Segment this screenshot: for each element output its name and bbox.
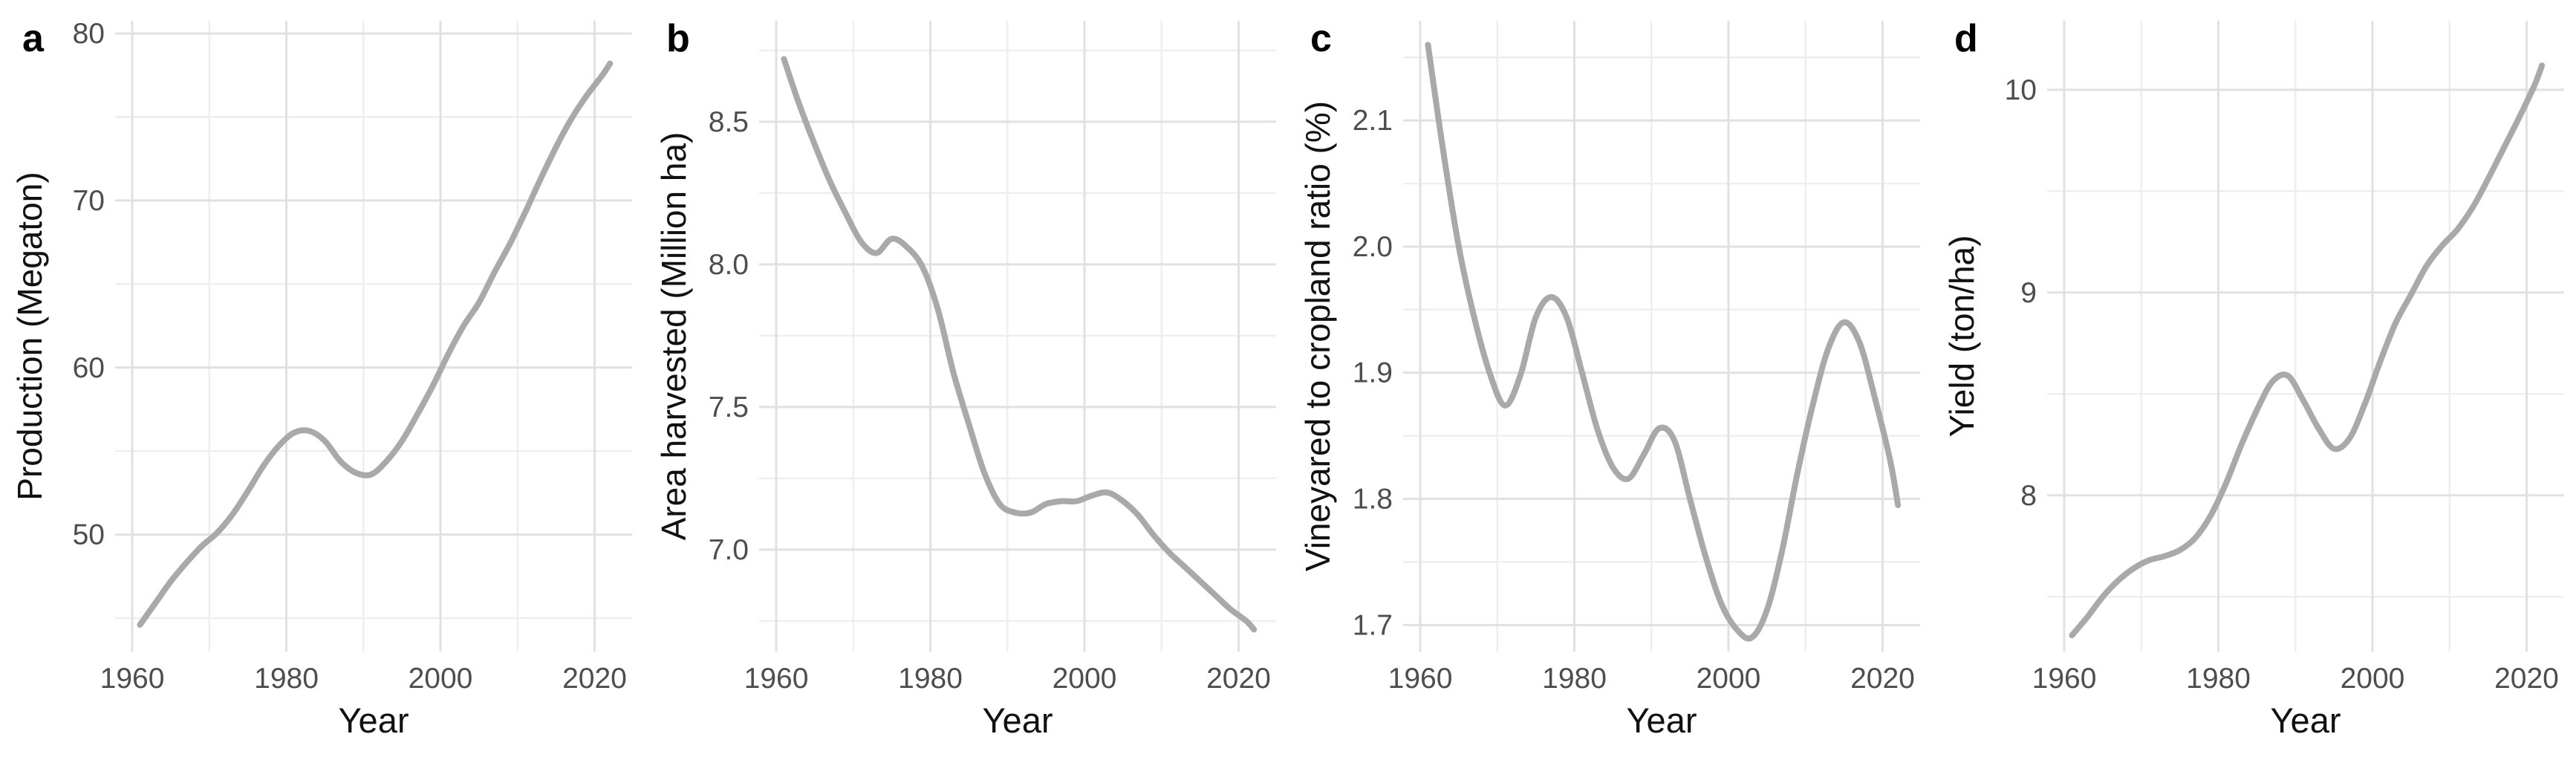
- y-tick-label: 70: [73, 185, 105, 217]
- panel-a-production: a Production (Megaton) 1960 1980 2000 2020 5…: [0, 0, 644, 757]
- x-tick-label: 2020: [2494, 663, 2559, 695]
- panel-b-area-harvested: b Area harvested (Million ha) 1960 1980 20…: [644, 0, 1288, 757]
- x-tick-label: 1980: [2186, 663, 2251, 695]
- y-tick-label: 9: [2020, 277, 2037, 309]
- y-tick-label: 2.1: [1353, 105, 1393, 137]
- y-tick-label: 7.5: [709, 392, 749, 423]
- panel-letter-b: b: [666, 17, 690, 60]
- trend-curve: [2069, 62, 2546, 639]
- x-tick-label: 2000: [1697, 663, 1761, 695]
- trend-curve: [781, 56, 1258, 633]
- x-tick-label: 1980: [898, 663, 963, 695]
- y-tick-label: 1.9: [1353, 357, 1393, 389]
- x-tick-label: 2020: [562, 663, 627, 695]
- trend-curve: [1425, 42, 1902, 642]
- x-tick-label: 1980: [254, 663, 319, 695]
- x-tick-label: 2000: [1053, 663, 1117, 695]
- x-axis-title: Year: [982, 701, 1053, 740]
- x-tick-label: 1960: [2032, 663, 2097, 695]
- plot-area-svg: 1960 1980 2000 2020 7.0 7.5 8.0 8.5: [709, 21, 1276, 695]
- plot-area-svg: 1960 1980 2000 2020 1.7 1.8 1.9 2.0 2.1: [1353, 21, 1920, 695]
- y-tick-label: 1.8: [1353, 484, 1393, 516]
- x-tick-label: 2020: [1206, 663, 1271, 695]
- panel-d-yield: d Yield (ton/ha) 1960 1980 2000 2020 8 9 10 Ye…: [1932, 0, 2576, 757]
- x-tick-label: 2000: [409, 663, 473, 695]
- y-tick-label: 1.7: [1353, 609, 1393, 641]
- y-tick-label: 7.0: [709, 534, 749, 566]
- y-tick-label: 8.5: [709, 106, 749, 138]
- plot-area-svg: 1960 1980 2000 2020 8 9 10: [2005, 21, 2564, 695]
- x-axis-title: Year: [338, 701, 409, 740]
- x-tick-label: 1980: [1542, 663, 1607, 695]
- x-tick-label: 1960: [744, 663, 809, 695]
- y-tick-label: 8.0: [709, 249, 749, 281]
- panel-c-vineyard-ratio: c Vineyared to cropland ratio (%) 1960 19…: [1288, 0, 1932, 757]
- y-tick-label: 60: [73, 352, 105, 384]
- x-tick-label: 1960: [100, 663, 165, 695]
- y-tick-label: 8: [2020, 480, 2037, 512]
- x-tick-label: 1960: [1388, 663, 1453, 695]
- x-axis-title: Year: [1626, 701, 1697, 740]
- y-tick-label: 10: [2005, 74, 2037, 106]
- panel-letter-d: d: [1954, 17, 1978, 60]
- plot-area-svg: 1960 1980 2000 2020 50 60 70 80: [73, 18, 632, 695]
- panel-letter-c: c: [1310, 17, 1332, 60]
- x-tick-label: 2000: [2341, 663, 2405, 695]
- y-tick-label: 2.0: [1353, 231, 1393, 263]
- x-tick-label: 2020: [1850, 663, 1915, 695]
- x-axis-title: Year: [2270, 701, 2341, 740]
- y-tick-label: 50: [73, 519, 105, 551]
- panel-letter-a: a: [22, 17, 44, 60]
- y-tick-label: 80: [73, 18, 105, 50]
- trend-curve: [137, 60, 614, 628]
